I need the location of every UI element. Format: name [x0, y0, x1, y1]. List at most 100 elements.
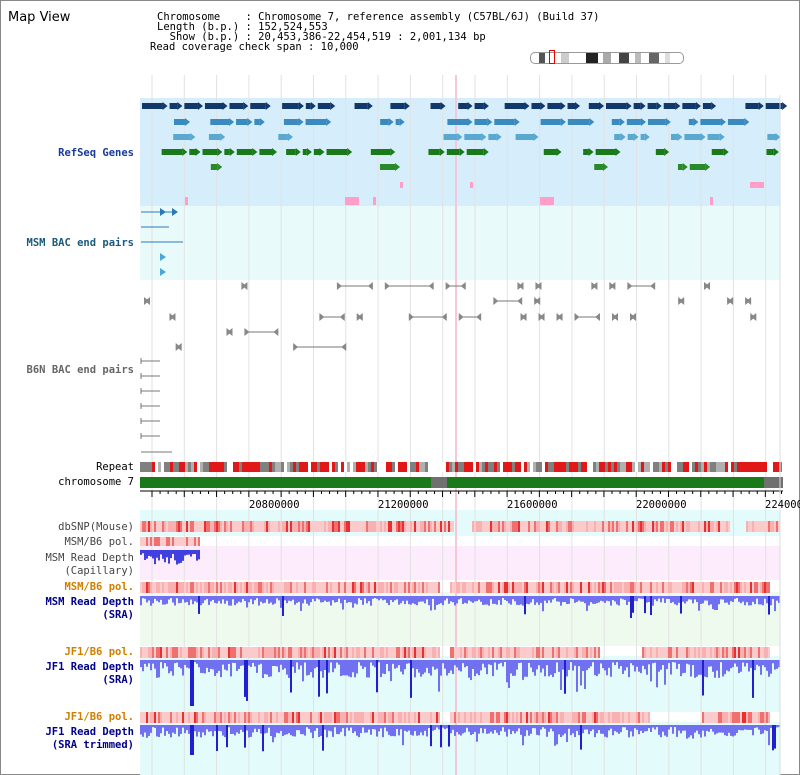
read-depth-bar: [672, 596, 674, 603]
track-label-jf1-b6-pol-2[interactable]: JF1/B6 pol.: [64, 711, 134, 723]
snp-density-cell: [594, 647, 596, 658]
gene-mark: [470, 182, 473, 188]
read-depth-bar: [752, 725, 754, 736]
track-label-b6n-bac[interactable]: B6N BAC end pairs: [26, 364, 134, 376]
read-depth-bar: [426, 660, 428, 668]
read-depth-bar: [764, 596, 766, 599]
gene-arrow: [524, 102, 530, 110]
snp-density-cell: [696, 582, 698, 593]
track-label-msm-b6-pol-1[interactable]: MSM/B6 pol.: [64, 536, 134, 548]
track-label-chromosome[interactable]: chromosome 7: [58, 476, 134, 488]
track-label-jf1-b6-pol-1[interactable]: JF1/B6 pol.: [64, 646, 134, 658]
snp-density-cell: [722, 582, 724, 593]
chromosome-ideogram[interactable]: [530, 52, 684, 64]
read-depth-bar: [264, 725, 266, 734]
snp-density-cell: [740, 647, 742, 658]
read-depth-bar: [770, 725, 772, 728]
snp-density-cell: [370, 521, 372, 532]
repeat-block: [311, 462, 314, 472]
snp-density-cell: [512, 521, 514, 532]
track-label-dbsnp[interactable]: dbSNP(Mouse): [58, 521, 134, 533]
snp-density-cell: [218, 582, 220, 593]
snp-density-cell: [412, 647, 414, 658]
track-label-repeat[interactable]: Repeat: [96, 461, 134, 473]
read-depth-bar: [678, 725, 680, 731]
snp-density-cell: [322, 582, 324, 593]
snp-density-cell: [198, 521, 200, 532]
read-depth-bar: [434, 660, 436, 670]
snp-density-cell: [748, 647, 750, 658]
track-label-msm-depth-capillary-1[interactable]: MSM Read Depth: [45, 552, 134, 564]
snp-density-cell: [144, 712, 146, 723]
read-depth-bar: [736, 725, 738, 733]
snp-density-cell: [590, 712, 592, 723]
snp-density-cell: [276, 521, 278, 532]
snp-density-cell: [304, 582, 306, 593]
snp-density-cell: [708, 712, 710, 723]
snp-density-cell: [710, 521, 712, 532]
snp-density-cell: [456, 647, 458, 658]
snp-density-cell: [394, 647, 396, 658]
read-depth-bar: [578, 725, 580, 736]
read-depth-bar: [270, 660, 272, 677]
read-depth-bar: [398, 596, 400, 605]
read-depth-bar: [464, 660, 466, 668]
capillary-depth-bar: [152, 550, 154, 559]
repeat-block: [665, 462, 668, 472]
read-depth-bar: [384, 596, 386, 600]
read-depth-bar: [762, 660, 764, 666]
repeat-block: [500, 462, 503, 472]
snp-density-cell: [220, 647, 222, 658]
track-label-msm-b6-pol-2[interactable]: MSM/B6 pol.: [64, 581, 134, 593]
read-depth-bar: [360, 725, 362, 734]
b6n-end: [428, 282, 434, 290]
snp-density-cell: [308, 712, 310, 723]
read-depth-bar: [616, 725, 618, 733]
snp-density-cell: [326, 521, 328, 532]
read-depth-bar: [772, 660, 774, 664]
read-depth-bar: [584, 725, 586, 730]
read-depth-bar: [692, 725, 694, 739]
snp-density-cell: [306, 521, 308, 532]
snp-density-cell: [460, 647, 462, 658]
snp-density-cell: [642, 582, 644, 593]
read-depth-bar: [416, 596, 418, 606]
repeat-block: [242, 462, 245, 472]
read-depth-bar: [372, 596, 374, 599]
read-depth-bar: [506, 725, 508, 737]
read-depth-bar: [422, 596, 424, 602]
read-depth-bar: [766, 725, 768, 731]
gene-feature: [767, 134, 776, 140]
track-label-msm-bac[interactable]: MSM BAC end pairs: [26, 237, 134, 249]
read-depth-bar: [520, 596, 522, 605]
track-label-jf1-depth-trim-1[interactable]: JF1 Read Depth: [45, 726, 134, 738]
track-label-msm-depth-sra-1[interactable]: MSM Read Depth: [45, 596, 134, 608]
snp-density-cell: [264, 712, 266, 723]
repeat-block: [281, 462, 284, 472]
read-depth-bar: [668, 660, 670, 664]
snp-density-cell: [416, 647, 418, 658]
read-depth-bar: [398, 660, 400, 666]
gene-feature: [208, 134, 221, 140]
snp-density-cell: [376, 582, 378, 593]
read-depth-bar: [392, 725, 394, 737]
read-depth-bar: [688, 596, 690, 600]
snp-density-cell: [474, 647, 476, 658]
gene-arrow: [560, 118, 566, 126]
snp-density-cell: [578, 647, 580, 658]
track-label-refseq[interactable]: RefSeq Genes: [58, 147, 134, 159]
gene-arrow: [319, 148, 325, 156]
track-label-jf1-depth-sra-1[interactable]: JF1 Read Depth: [45, 661, 134, 673]
bac-end: [160, 253, 166, 261]
snp-density-cell: [568, 712, 570, 723]
snp-density-cell: [288, 712, 290, 723]
read-depth-bar: [176, 596, 178, 599]
snp-density-cell: [466, 712, 468, 723]
capillary-depth-bar: [166, 550, 168, 558]
read-depth-bar: [764, 725, 766, 731]
snp-density-cell: [748, 582, 750, 593]
repeat-block: [551, 462, 554, 472]
read-depth-bar: [494, 660, 496, 663]
read-depth-bar: [674, 596, 676, 605]
